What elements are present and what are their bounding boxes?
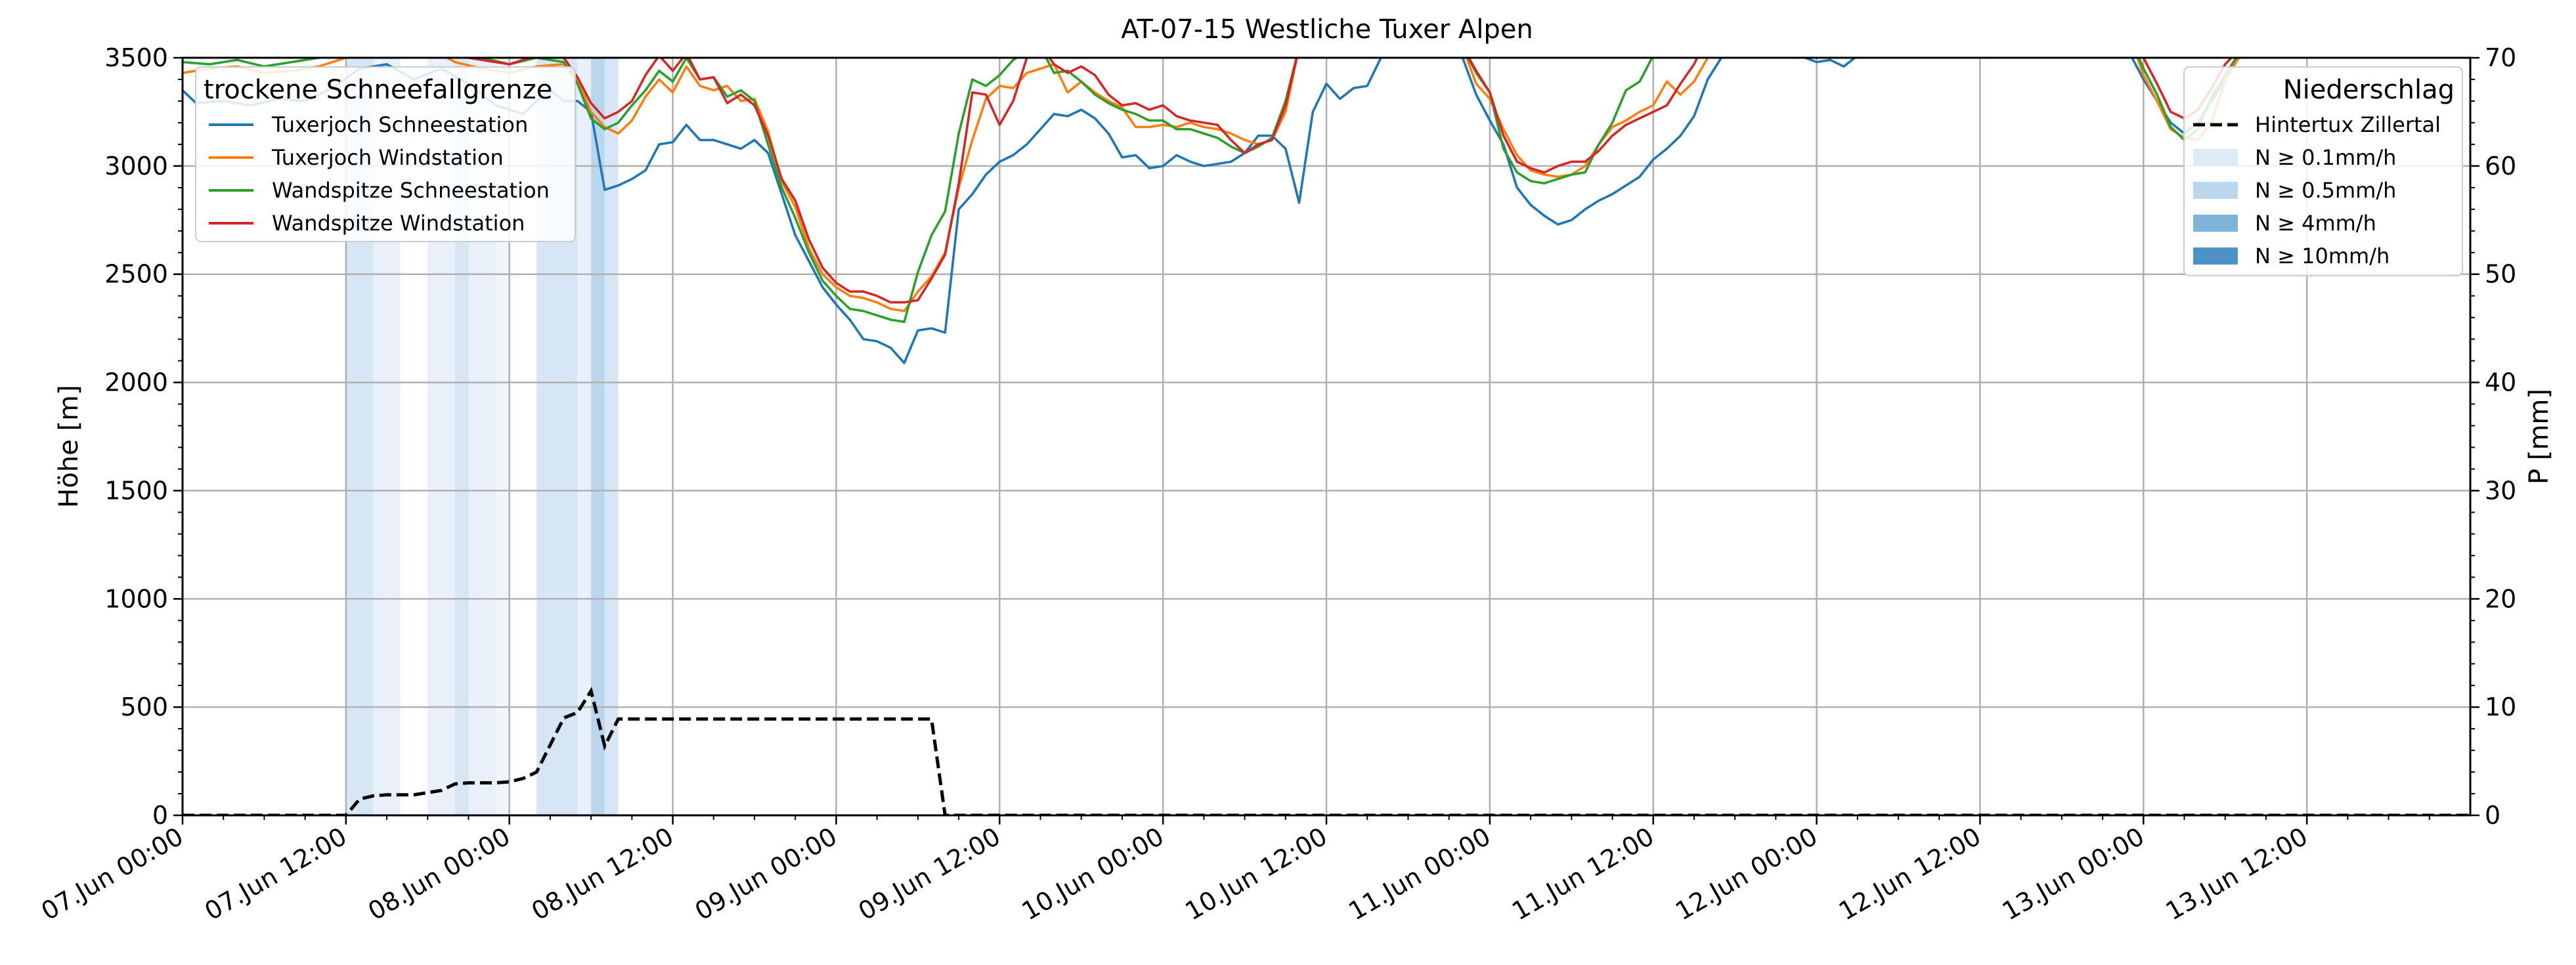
y2-tick-label: 50: [2485, 260, 2516, 289]
y2-tick-label: 70: [2485, 43, 2516, 72]
y2-tick-label: 30: [2485, 476, 2516, 505]
y-tick-label: 0: [152, 801, 168, 830]
precip-band-4: [454, 58, 469, 815]
y2-tick-label: 0: [2485, 801, 2500, 830]
legend-left-label: Wandspitze Windstation: [272, 211, 525, 236]
legend-right-label: N ≥ 0.1mm/h: [2255, 145, 2396, 170]
legend-right-title: Niederschlag: [2283, 75, 2455, 105]
legend-left: trockene Schneefallgrenze Tuxerjoch Schn…: [195, 66, 576, 242]
chart-title: AT-07-15 Westliche Tuxer Alpen: [1121, 14, 1533, 45]
y-tick-label: 3000: [104, 152, 168, 181]
y-tick-label: 1000: [104, 584, 168, 613]
legend-right-swatch: [2193, 182, 2238, 199]
series-line-4: [461, 58, 2233, 304]
series-line-1: [183, 58, 2241, 364]
legend-right-label: N ≥ 4mm/h: [2255, 211, 2376, 236]
y2-tick-label: 40: [2485, 368, 2516, 397]
legend-right-label: N ≥ 0.5mm/h: [2255, 178, 2396, 203]
precip-band-6: [495, 58, 510, 815]
precip-line: [183, 687, 2470, 815]
legend-right-label: Hintertux Zillertal: [2255, 112, 2441, 137]
y2-tick-label: 60: [2485, 152, 2516, 181]
legend-left-label: Tuxerjoch Schneestation: [271, 112, 528, 137]
legend-right-swatch: [2193, 149, 2238, 166]
snowline-series: [183, 58, 2241, 364]
y-tick-label: 500: [120, 693, 168, 721]
legend-left-label: Wandspitze Schneestation: [272, 178, 550, 203]
y-axis-label: Höhe [m]: [54, 385, 84, 507]
legend-left-label: Tuxerjoch Windstation: [271, 145, 504, 170]
precip-band-10: [604, 58, 619, 815]
y2-tick-label: 10: [2485, 693, 2516, 721]
legend-right-swatch: [2193, 247, 2238, 265]
y2-axis-label: P [mm]: [2524, 389, 2554, 484]
precipitation-series: [183, 687, 2470, 815]
precip-band-8: [577, 58, 592, 815]
y-tick-label: 2500: [104, 260, 168, 289]
series-line-3: [183, 58, 2238, 324]
y2-tick-label: 20: [2485, 584, 2516, 613]
precip-band-9: [591, 58, 605, 815]
y-tick-label: 3500: [104, 43, 168, 72]
legend-right-swatch: [2193, 215, 2238, 232]
legend-left-title: trockene Schneefallgrenze: [204, 75, 552, 105]
legend-right-label: N ≥ 10mm/h: [2255, 244, 2390, 268]
legend-right: Niederschlag Hintertux Zillertal N ≥ 0.1m…: [2183, 66, 2463, 276]
y-tick-label: 2000: [104, 368, 168, 397]
grid: [183, 58, 2470, 815]
y-tick-label: 1500: [104, 476, 168, 505]
